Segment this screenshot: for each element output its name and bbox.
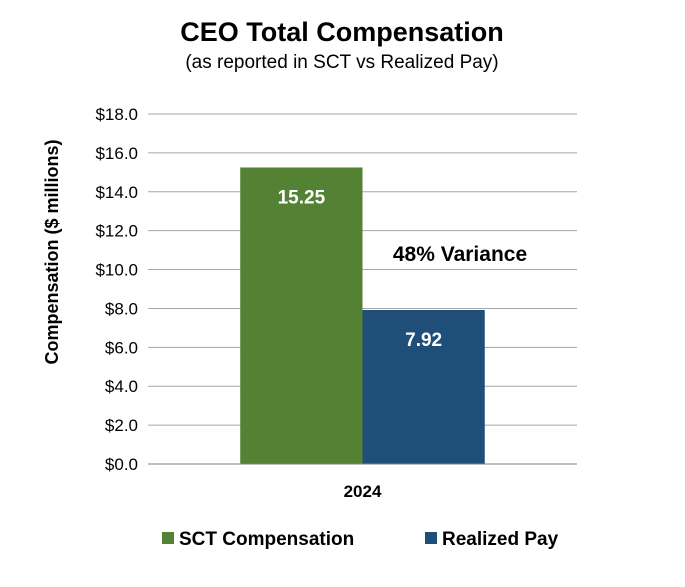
- legend: SCT Compensation Realized Pay: [162, 529, 559, 550]
- x-category-label: 2024: [344, 482, 382, 501]
- bar-sct-compensation: [240, 167, 363, 464]
- y-tick-label: $10.0: [95, 261, 138, 280]
- chart-subtitle: (as reported in SCT vs Realized Pay): [185, 52, 498, 73]
- bar-realized-pay: [362, 310, 485, 464]
- y-tick-label: $6.0: [105, 338, 138, 357]
- y-tick-label: $8.0: [105, 299, 138, 318]
- y-tick-label: $0.0: [105, 455, 138, 474]
- data-label: 7.92: [405, 330, 442, 351]
- legend-label: Realized Pay: [442, 529, 559, 550]
- y-axis-label: Compensation ($ millions): [42, 139, 62, 364]
- y-tick-label: $16.0: [95, 144, 138, 163]
- bars: 15.25 7.92: [240, 167, 485, 464]
- y-tick-label: $14.0: [95, 183, 138, 202]
- y-tick-label: $4.0: [105, 377, 138, 396]
- legend-swatch: [162, 532, 174, 544]
- legend-label: SCT Compensation: [179, 529, 354, 550]
- chart-title: CEO Total Compensation: [180, 17, 504, 47]
- variance-annotation: 48% Variance: [393, 243, 527, 266]
- y-axis-ticks: $0.0 $2.0 $4.0 $6.0 $8.0 $10.0 $12.0 $14.0 $16.0…: [95, 105, 138, 474]
- y-tick-label: $12.0: [95, 222, 138, 241]
- y-tick-label: $2.0: [105, 416, 138, 435]
- y-tick-label: $18.0: [95, 105, 138, 124]
- x-axis-categories: 2024: [344, 482, 382, 501]
- data-label: 15.25: [278, 187, 326, 208]
- legend-swatch: [425, 532, 437, 544]
